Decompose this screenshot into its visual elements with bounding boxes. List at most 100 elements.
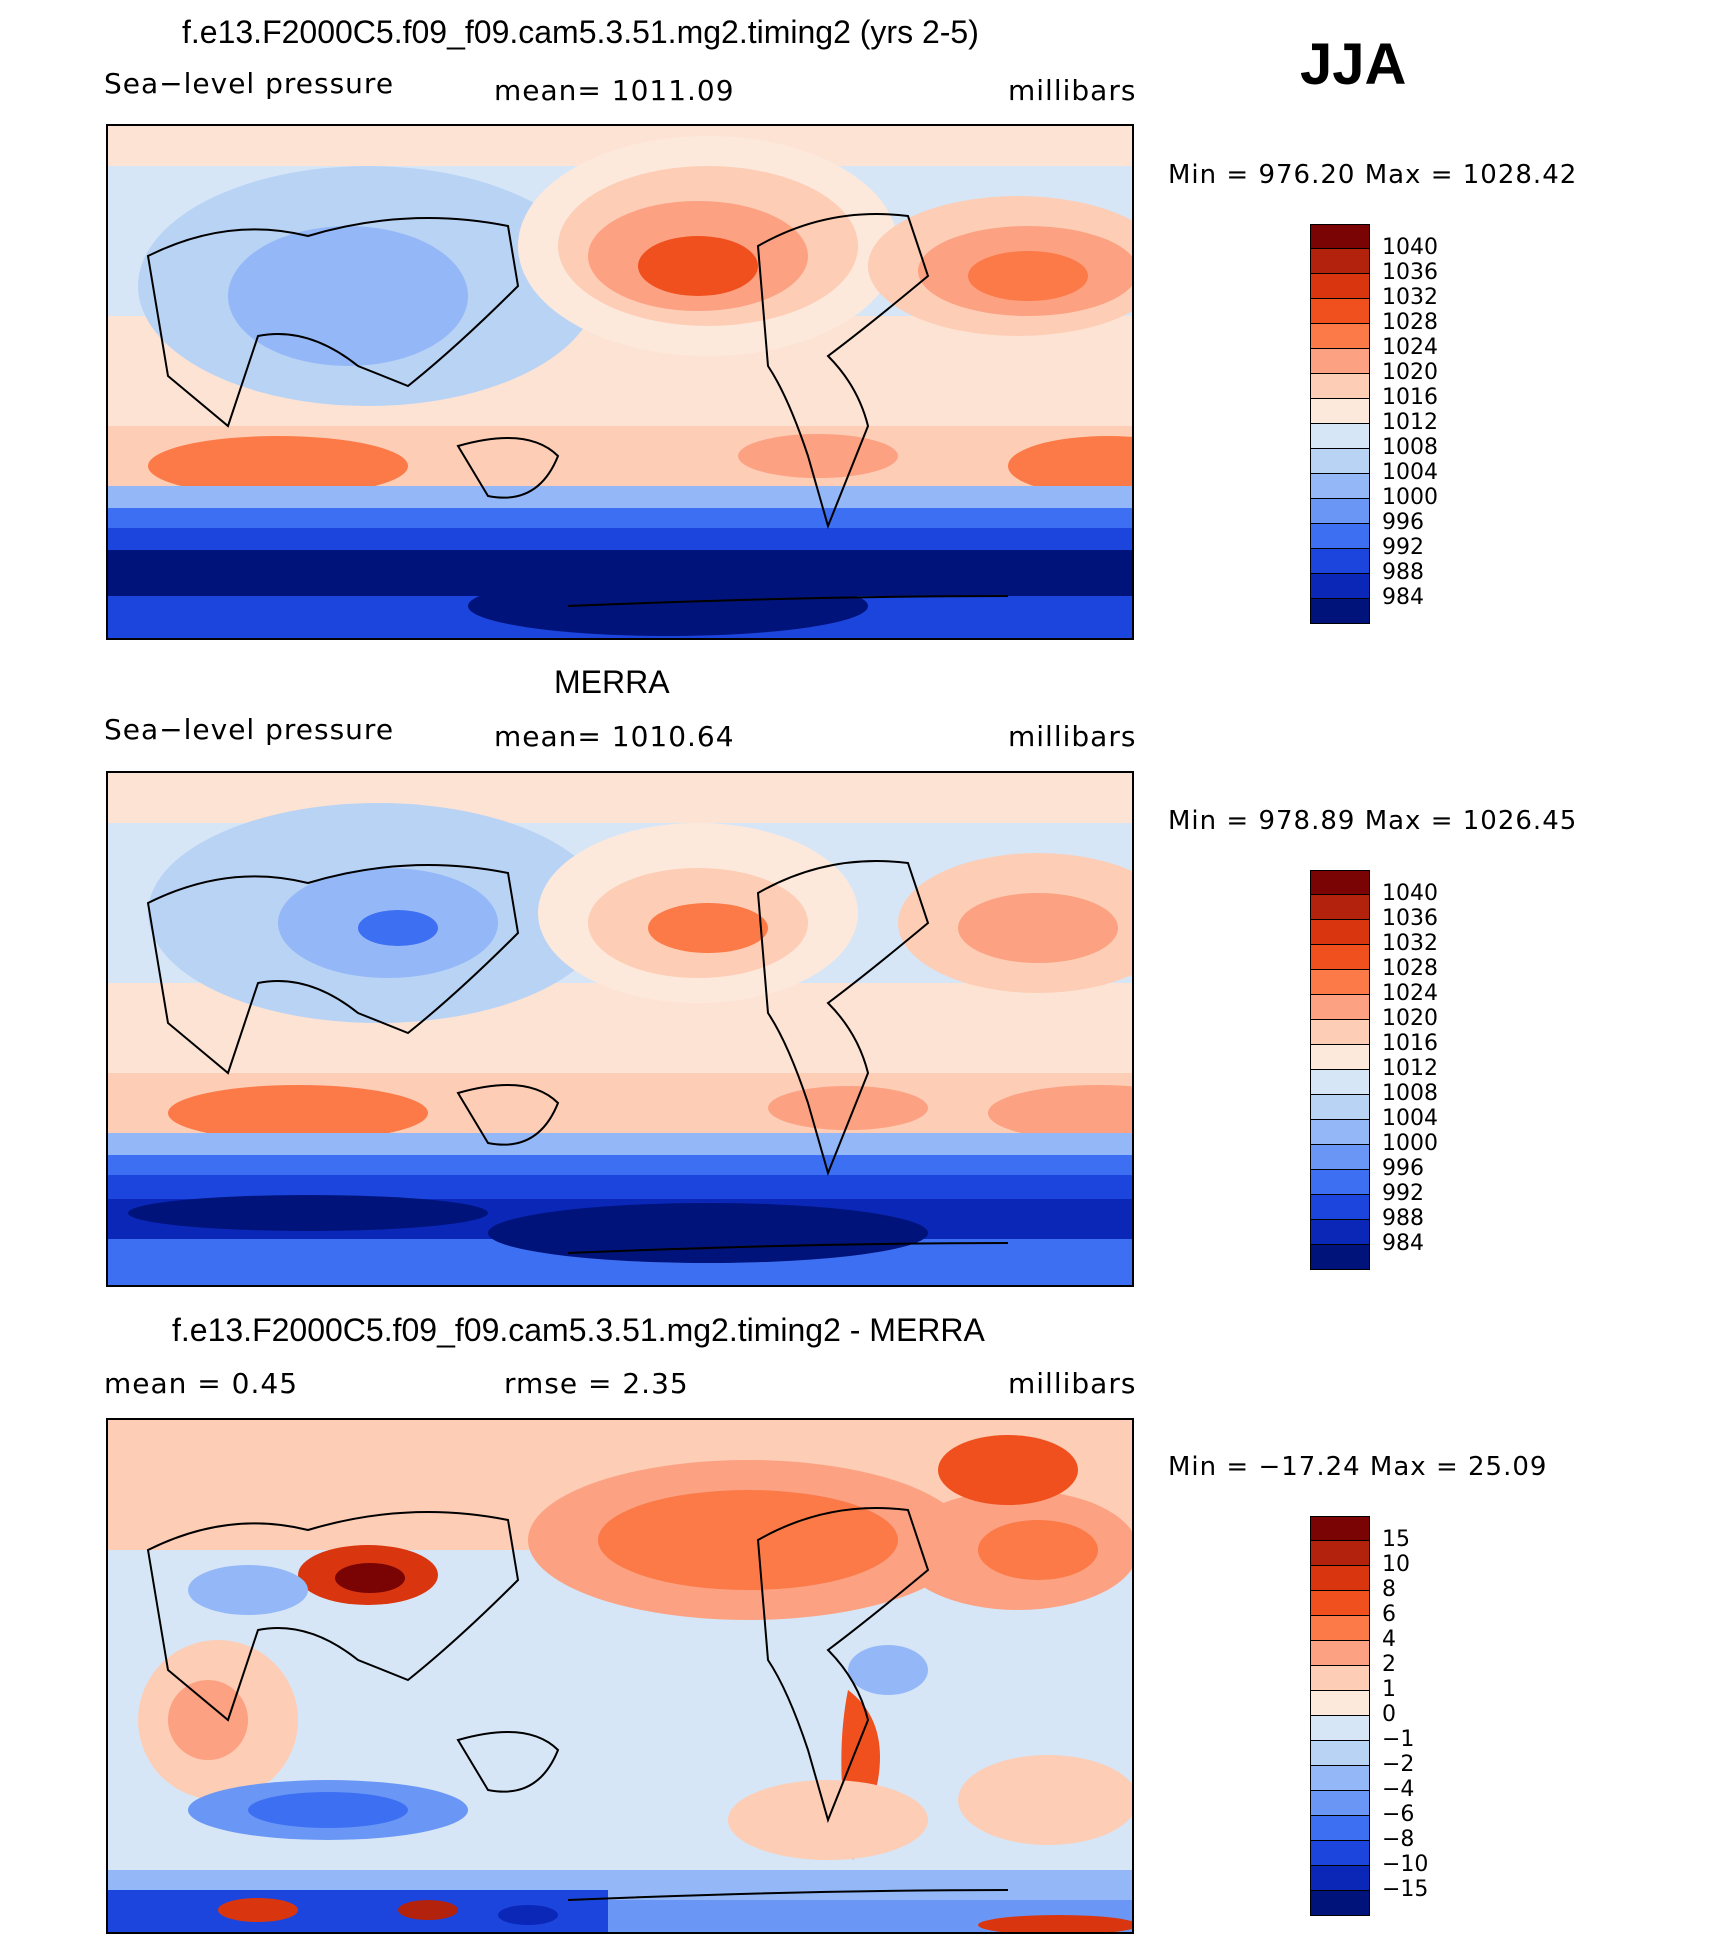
colorbar-label: −15 xyxy=(1382,1877,1429,1902)
panel-2-minmax: Min = 978.89 Max = 1026.45 xyxy=(1168,806,1578,836)
colorbar-label: 1008 xyxy=(1382,435,1438,460)
colorbar-label: 1028 xyxy=(1382,310,1438,335)
panel-1-minmax: Min = 976.20 Max = 1028.42 xyxy=(1168,160,1578,190)
colorbar-swatch xyxy=(1310,895,1370,920)
colorbar-label: 996 xyxy=(1382,510,1424,535)
colorbar-swatch xyxy=(1310,1245,1370,1270)
colorbar-swatch xyxy=(1310,574,1370,599)
panel-2-colorbar: 1040 1036 1032 1028 1024 1020 1016 1012 1008 1004… xyxy=(1310,870,1510,1276)
colorbar-label: 4 xyxy=(1382,1627,1396,1652)
panel-1-units-label: millibars xyxy=(1008,74,1137,107)
panel-3-title: f.e13.F2000C5.f09_f09.cam5.3.51.mg2.timi… xyxy=(172,1312,985,1348)
colorbar-label: 1024 xyxy=(1382,335,1438,360)
colorbar-swatch xyxy=(1310,349,1370,374)
colorbar-swatch xyxy=(1310,1516,1370,1541)
colorbar-label: 1004 xyxy=(1382,1106,1438,1131)
colorbar-swatch xyxy=(1310,224,1370,249)
colorbar-label: 1004 xyxy=(1382,460,1438,485)
colorbar-label: −10 xyxy=(1382,1852,1429,1877)
colorbar-label: −6 xyxy=(1382,1802,1415,1827)
colorbar-swatch xyxy=(1310,1666,1370,1691)
colorbar-label: 6 xyxy=(1382,1602,1396,1627)
panel-3-units-label: millibars xyxy=(1008,1367,1137,1400)
colorbar-label: 996 xyxy=(1382,1156,1424,1181)
panel-2-units-label: millibars xyxy=(1008,720,1137,753)
panel-1-map xyxy=(106,124,1134,640)
colorbar-label: 1000 xyxy=(1382,1131,1438,1156)
colorbar-swatch xyxy=(1310,1020,1370,1045)
colorbar-swatch xyxy=(1310,1070,1370,1095)
colorbar-label: 1040 xyxy=(1382,235,1438,260)
colorbar-swatch xyxy=(1310,324,1370,349)
colorbar-label: −1 xyxy=(1382,1727,1415,1752)
colorbar-label: 1012 xyxy=(1382,410,1438,435)
colorbar-label: 992 xyxy=(1382,1181,1424,1206)
colorbar-swatch xyxy=(1310,1120,1370,1145)
colorbar-swatch xyxy=(1310,1145,1370,1170)
colorbar-swatch xyxy=(1310,1791,1370,1816)
season-label: JJA xyxy=(1300,32,1407,97)
colorbar-label: 1028 xyxy=(1382,956,1438,981)
colorbar-label: 984 xyxy=(1382,1231,1424,1256)
colorbar-swatch xyxy=(1310,524,1370,549)
panel-3-map xyxy=(106,1418,1134,1934)
colorbar-label: 1024 xyxy=(1382,981,1438,1006)
colorbar-swatch xyxy=(1310,945,1370,970)
colorbar-swatch xyxy=(1310,1816,1370,1841)
colorbar-label: 1 xyxy=(1382,1677,1396,1702)
colorbar-label: 988 xyxy=(1382,1206,1424,1231)
colorbar-label: 1012 xyxy=(1382,1056,1438,1081)
panel-3-rmse-label: rmse = 2.35 xyxy=(504,1367,689,1400)
colorbar-swatch xyxy=(1310,474,1370,499)
colorbar-swatch xyxy=(1310,1045,1370,1070)
colorbar-swatch xyxy=(1310,1741,1370,1766)
colorbar-swatch xyxy=(1310,449,1370,474)
panel-1-mean-label: mean= 1011.09 xyxy=(494,74,735,107)
panel-1-colorbar: 1040 1036 1032 1028 1024 1020 1016 1012 1008 1004… xyxy=(1310,224,1510,630)
colorbar-label: −2 xyxy=(1382,1752,1415,1777)
colorbar-swatch xyxy=(1310,399,1370,424)
colorbar-swatch xyxy=(1310,1716,1370,1741)
panel-3-minmax: Min = −17.24 Max = 25.09 xyxy=(1168,1452,1548,1482)
colorbar-swatch xyxy=(1310,920,1370,945)
colorbar-swatch xyxy=(1310,1841,1370,1866)
colorbar-label: −8 xyxy=(1382,1827,1415,1852)
colorbar-label: 0 xyxy=(1382,1702,1396,1727)
colorbar-label: −4 xyxy=(1382,1777,1415,1802)
colorbar-label: 1032 xyxy=(1382,931,1438,956)
colorbar-swatch xyxy=(1310,549,1370,574)
colorbar-swatch xyxy=(1310,1566,1370,1591)
panel-2-variable-label: Sea−level pressure xyxy=(104,713,395,746)
colorbar-swatch xyxy=(1310,424,1370,449)
colorbar-swatch xyxy=(1310,970,1370,995)
colorbar-label: 1020 xyxy=(1382,1006,1438,1031)
colorbar-swatch xyxy=(1310,1170,1370,1195)
colorbar-swatch xyxy=(1310,374,1370,399)
colorbar-label: 1032 xyxy=(1382,285,1438,310)
colorbar-swatch xyxy=(1310,249,1370,274)
colorbar-swatch xyxy=(1310,1766,1370,1791)
colorbar-label: 1036 xyxy=(1382,260,1438,285)
colorbar-swatch xyxy=(1310,995,1370,1020)
colorbar-swatch xyxy=(1310,1616,1370,1641)
colorbar-label: 1016 xyxy=(1382,385,1438,410)
colorbar-swatch xyxy=(1310,1195,1370,1220)
colorbar-swatch xyxy=(1310,274,1370,299)
colorbar-swatch xyxy=(1310,1691,1370,1716)
colorbar-label: 1000 xyxy=(1382,485,1438,510)
panel-3-mean-label: mean = 0.45 xyxy=(104,1367,299,1400)
panel-1-variable-label: Sea−level pressure xyxy=(104,67,395,100)
colorbar-label: 1016 xyxy=(1382,1031,1438,1056)
colorbar-swatch xyxy=(1310,299,1370,324)
colorbar-swatch xyxy=(1310,870,1370,895)
colorbar-swatch xyxy=(1310,1541,1370,1566)
colorbar-swatch xyxy=(1310,1591,1370,1616)
colorbar-swatch xyxy=(1310,1220,1370,1245)
colorbar-label: 15 xyxy=(1382,1527,1410,1552)
colorbar-label: 988 xyxy=(1382,560,1424,585)
colorbar-swatch xyxy=(1310,499,1370,524)
colorbar-label: 2 xyxy=(1382,1652,1396,1677)
panel-2-map xyxy=(106,771,1134,1287)
colorbar-label: 992 xyxy=(1382,535,1424,560)
panel-1-title: f.e13.F2000C5.f09_f09.cam5.3.51.mg2.timi… xyxy=(182,14,979,50)
